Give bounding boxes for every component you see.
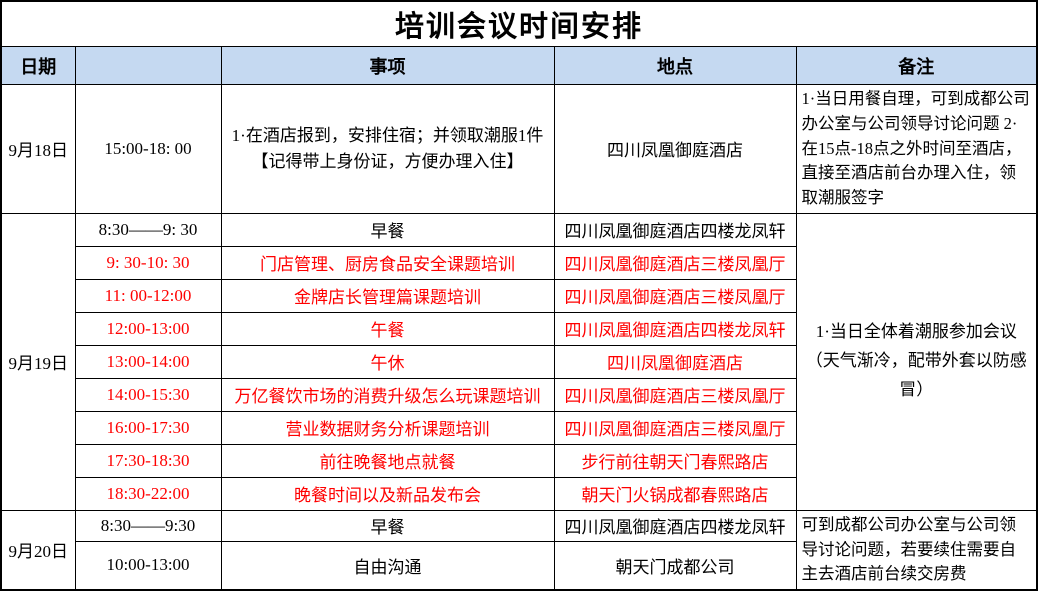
column-header-time [74, 46, 222, 85]
date-cell: 9月18日 [0, 84, 76, 214]
table-row: 9: 30-10: 30 门店管理、厨房食品安全课题培训 四川凤凰御庭酒店三楼凤… [1, 245, 1037, 280]
table-row: 11: 00-12:00 金牌店长管理篇课题培训 四川凤凰御庭酒店三楼凤凰厅 [1, 278, 1037, 313]
location-cell: 四川凤凰御庭酒店三楼凤凰厅 [553, 245, 797, 280]
item-cell: 万亿餐饮市场的消费升级怎么玩课题培训 [220, 377, 555, 412]
time-cell: 8:30——9: 30 [74, 212, 222, 247]
time-cell: 11: 00-12:00 [74, 278, 222, 313]
date-cell: 9月19日 [0, 212, 76, 511]
location-cell: 四川凤凰御庭酒店 [553, 84, 797, 214]
item-cell: 早餐 [220, 212, 555, 247]
table-row: 9月18日 15:00-18: 00 1·在酒店报到，安排住宿；并领取潮服1件【… [0, 84, 1038, 214]
date-cell: 9月20日 [0, 509, 76, 591]
column-header-date: 日期 [0, 46, 76, 85]
time-cell: 13:00-14:00 [74, 344, 222, 379]
table-row: 14:00-15:30 万亿餐饮市场的消费升级怎么玩课题培训 四川凤凰御庭酒店三… [1, 377, 1037, 412]
location-cell: 四川凤凰御庭酒店三楼凤凰厅 [553, 410, 797, 445]
item-cell: 门店管理、厨房食品安全课题培训 [220, 245, 555, 280]
column-header-location: 地点 [553, 46, 797, 85]
location-cell: 四川凤凰御庭酒店 [553, 344, 797, 379]
item-cell: 早餐 [220, 509, 555, 542]
item-cell: 晚餐时间以及新品发布会 [220, 476, 555, 511]
page-title: 培训会议时间安排 [395, 11, 644, 43]
time-cell: 18:30-22:00 [74, 476, 222, 511]
table-row: 9月20日 8:30——9:30 早餐 四川凤凰御庭酒店四楼龙凤轩 可到成都公司… [0, 509, 1038, 591]
column-header-note: 备注 [795, 46, 1038, 85]
location-cell: 四川凤凰御庭酒店三楼凤凰厅 [553, 278, 797, 313]
location-cell: 四川凤凰御庭酒店四楼龙凤轩 [553, 212, 797, 247]
note-cell: 可到成都公司办公室与公司领导讨论问题，若要续住需要自主去酒店前台续交房费 [795, 509, 1038, 591]
item-cell: 午休 [220, 344, 555, 379]
time-cell: 9: 30-10: 30 [74, 245, 222, 280]
note-cell: 1·当日用餐自理，可到成都公司办公室与公司领导讨论问题 2·在15点-18点之外… [795, 84, 1038, 214]
item-cell: 营业数据财务分析课题培训 [220, 410, 555, 445]
location-cell: 朝天门成都公司 [553, 540, 797, 591]
time-cell: 17:30-18:30 [74, 443, 222, 478]
time-cell: 14:00-15:30 [74, 377, 222, 412]
item-cell: 金牌店长管理篇课题培训 [220, 278, 555, 313]
location-cell: 朝天门火锅成都春熙路店 [553, 476, 797, 511]
item-cell: 1·在酒店报到，安排住宿；并领取潮服1件【记得带上身份证，方便办理入住】 [220, 84, 555, 214]
item-cell: 午餐 [220, 311, 555, 346]
table-row: 9月19日 8:30——9: 30 早餐 四川凤凰御庭酒店四楼龙凤轩 1·当日全… [0, 212, 1038, 511]
table-row: 10:00-13:00 自由沟通 朝天门成都公司 [1, 540, 1037, 591]
table-row: 13:00-14:00 午休 四川凤凰御庭酒店 [1, 344, 1037, 379]
item-cell: 前往晚餐地点就餐 [220, 443, 555, 478]
location-cell: 四川凤凰御庭酒店四楼龙凤轩 [553, 509, 797, 542]
location-cell: 四川凤凰御庭酒店三楼凤凰厅 [553, 377, 797, 412]
time-cell: 15:00-18: 00 [74, 84, 222, 214]
location-cell: 四川凤凰御庭酒店四楼龙凤轩 [553, 311, 797, 346]
note-cell: 1·当日全体着潮服参加会议（天气渐冷，配带外套以防感冒） [795, 212, 1038, 511]
location-cell: 步行前往朝天门春熙路店 [553, 443, 797, 478]
table-row: 12:00-13:00 午餐 四川凤凰御庭酒店四楼龙凤轩 [1, 311, 1037, 346]
column-header-item: 事项 [220, 46, 555, 85]
time-cell: 16:00-17:30 [74, 410, 222, 445]
time-cell: 10:00-13:00 [74, 540, 222, 591]
time-cell: 8:30——9:30 [74, 509, 222, 542]
table-row: 18:30-22:00 晚餐时间以及新品发布会 朝天门火锅成都春熙路店 [1, 476, 1037, 511]
item-cell: 自由沟通 [220, 540, 555, 591]
table-row: 16:00-17:30 营业数据财务分析课题培训 四川凤凰御庭酒店三楼凤凰厅 [1, 410, 1037, 445]
time-cell: 12:00-13:00 [74, 311, 222, 346]
table-row: 17:30-18:30 前往晚餐地点就餐 步行前往朝天门春熙路店 [1, 443, 1037, 478]
